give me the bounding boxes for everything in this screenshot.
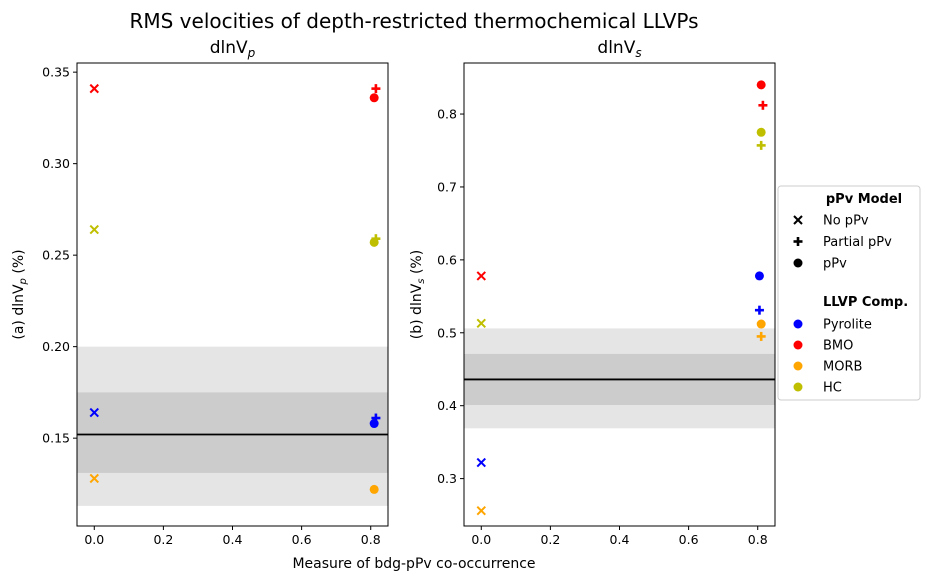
y-axis-label: (a) dlnVp (%) bbox=[11, 249, 29, 339]
y-tick-label: 0.30 bbox=[42, 156, 70, 171]
x-tick-label: 0.4 bbox=[223, 532, 243, 547]
data-point-bmo-x bbox=[89, 83, 99, 94]
data-point-hc-circle bbox=[369, 237, 379, 247]
legend-marker-plus bbox=[793, 237, 803, 246]
y-tick-label: 0.8 bbox=[437, 107, 457, 122]
data-point-bmo-plus bbox=[371, 84, 381, 94]
x-tick-label: 0.8 bbox=[361, 532, 381, 547]
panel-title: dlnVp bbox=[210, 38, 256, 60]
y-tick-label: 0.25 bbox=[42, 248, 70, 263]
x-tick-label: 0.4 bbox=[610, 532, 630, 547]
data-point-pyrolite-circle bbox=[754, 271, 764, 281]
data-point-hc-x bbox=[476, 318, 486, 329]
x-tick-label: 0.8 bbox=[748, 532, 768, 547]
legend-model-label: Partial pPv bbox=[823, 235, 892, 250]
data-point-bmo-plus bbox=[758, 100, 768, 110]
x-tick-label: 0.0 bbox=[471, 532, 491, 547]
legend: pPv Model No pPv Partial pPv pPv LLVP Comp. P… bbox=[777, 185, 921, 401]
y-tick-label: 0.7 bbox=[437, 179, 457, 194]
legend-box bbox=[777, 185, 921, 401]
figure-title: RMS velocities of depth-restricted therm… bbox=[129, 9, 698, 33]
data-point-morb-circle bbox=[756, 319, 766, 329]
data-point-hc-x bbox=[89, 224, 99, 235]
data-point-morb-x bbox=[476, 505, 486, 516]
data-point-bmo-x bbox=[476, 271, 486, 281]
plot-area bbox=[77, 83, 388, 506]
y-tick-label: 0.4 bbox=[437, 398, 457, 413]
legend-model-label: pPv bbox=[823, 257, 847, 272]
legend-swatch-bmo bbox=[793, 340, 803, 350]
data-point-pyrolite-circle bbox=[369, 419, 379, 429]
legend-marker-circle bbox=[793, 258, 803, 268]
plot-area bbox=[464, 80, 775, 516]
data-point-hc-plus bbox=[756, 140, 766, 150]
x-tick-label: 0.0 bbox=[84, 532, 104, 547]
x-tick-label: 0.6 bbox=[679, 532, 699, 547]
y-tick-label: 0.5 bbox=[437, 325, 457, 340]
y-tick-label: 0.20 bbox=[42, 339, 70, 354]
legend-swatch-morb bbox=[793, 361, 803, 371]
data-point-hc-circle bbox=[756, 127, 766, 137]
y-tick-label: 0.15 bbox=[42, 431, 70, 446]
legend-comp-title: LLVP Comp. bbox=[823, 295, 908, 310]
x-tick-label: 0.6 bbox=[292, 532, 312, 547]
y-axis-label: (b) dlnVs (%) bbox=[409, 250, 427, 339]
data-point-pyrolite-plus bbox=[754, 305, 764, 315]
data-point-bmo-circle bbox=[756, 80, 766, 90]
legend-marker-x bbox=[793, 215, 803, 225]
legend-model-label: No pPv bbox=[823, 214, 869, 229]
shared-x-axis-label: Measure of bdg-pPv co-occurrence bbox=[292, 556, 535, 572]
data-point-pyrolite-x bbox=[476, 457, 486, 468]
legend-swatch-pyrolite bbox=[793, 319, 803, 329]
x-tick-label: 0.2 bbox=[153, 532, 173, 547]
legend-comp-label: MORB bbox=[823, 360, 862, 375]
legend-comp-label: Pyrolite bbox=[823, 318, 872, 333]
legend-comp-label: HC bbox=[823, 381, 842, 396]
data-point-pyrolite-x bbox=[89, 407, 99, 418]
panel-dlnvp: 0.0 0.2 0.4 0.6 0.8 0.15 0.20 0.25 0.30 0.35 dlnVp… bbox=[11, 38, 389, 547]
panel-dlnvs: 0.0 0.2 0.4 0.6 0.8 0.3 0.4 0.5 0.6 0.7 0.8 dlnVs (b… bbox=[409, 38, 776, 547]
legend-comp-label: BMO bbox=[823, 339, 853, 354]
legend-model-title: pPv Model bbox=[826, 192, 902, 207]
data-point-morb-plus bbox=[756, 331, 766, 341]
data-point-morb-x bbox=[89, 473, 99, 484]
y-tick-label: 0.35 bbox=[42, 65, 70, 80]
legend-swatch-hc bbox=[793, 382, 803, 392]
y-tick-label: 0.3 bbox=[437, 471, 457, 486]
panel-title: dlnVs bbox=[597, 38, 641, 60]
data-point-bmo-circle bbox=[369, 93, 379, 103]
x-tick-label: 0.2 bbox=[540, 532, 560, 547]
uncertainty-band bbox=[77, 392, 388, 473]
data-point-morb-circle bbox=[369, 484, 379, 494]
y-tick-label: 0.6 bbox=[437, 252, 457, 267]
axes-frame bbox=[463, 62, 776, 527]
